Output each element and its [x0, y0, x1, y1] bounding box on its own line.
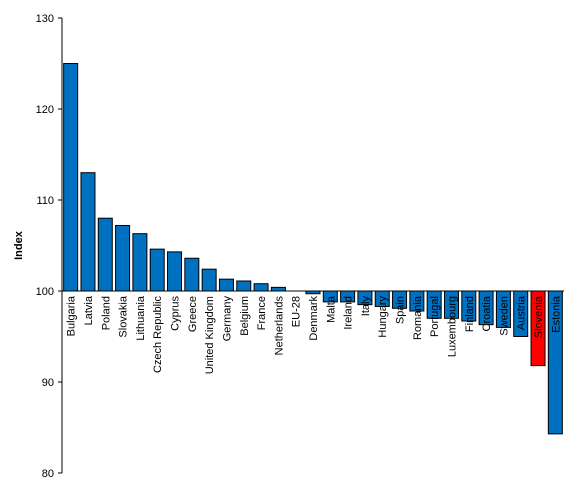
category-label: Luxembourg [446, 296, 458, 357]
bar-bulgaria [63, 63, 79, 292]
category-label: Cyprus [170, 296, 182, 331]
category-label: Latvia [83, 295, 95, 325]
category-label: Croatia [481, 295, 493, 331]
category-label: Belgium [239, 296, 251, 336]
bar-lithuania [132, 233, 148, 292]
category-label: Spain [395, 296, 407, 324]
category-label: Germany [221, 296, 233, 342]
bar-united-kingdom [201, 268, 217, 292]
category-label: France [256, 296, 268, 330]
category-label: Estonia [550, 295, 562, 333]
category-label: Portugal [429, 296, 441, 337]
category-label: Poland [100, 296, 112, 330]
bar-poland [97, 217, 113, 292]
category-label: EU-28 [291, 296, 303, 327]
y-tick-label: 90 [42, 377, 54, 389]
bar-latvia [80, 172, 96, 292]
bar-france [253, 283, 269, 292]
bar-germany [218, 278, 234, 292]
category-label: Slovakia [118, 295, 130, 337]
y-tick-label: 100 [36, 286, 54, 298]
y-tick-label: 130 [36, 13, 54, 25]
bar-greece [184, 257, 200, 292]
bar-cyprus [167, 251, 183, 292]
bar-belgium [236, 280, 252, 292]
category-labels: Bulgaria Latvia Poland Slovakia Lithuania Cze… [66, 295, 563, 374]
category-label: Netherlands [273, 296, 285, 356]
bar-slovakia [115, 224, 131, 292]
category-label: Lithuania [135, 295, 147, 341]
y-axis: 80 90 100 110 120 130 [36, 13, 63, 480]
category-label: Bulgaria [66, 295, 78, 336]
bars-group [62, 63, 564, 435]
y-axis-label: Index [13, 230, 25, 260]
category-label: Ireland [343, 296, 355, 330]
category-label: Sweden [498, 296, 510, 336]
category-label: Finland [464, 296, 476, 332]
category-label: Czech Republic [152, 296, 164, 374]
category-label: United Kingdom [204, 296, 216, 374]
category-label: Greece [187, 296, 199, 332]
y-tick-label: 120 [36, 104, 54, 116]
category-label: Hungary [377, 296, 389, 338]
bar-czech-republic [149, 248, 165, 292]
category-label: Romania [412, 295, 424, 340]
bar-netherlands [270, 286, 286, 292]
category-label: Italy [360, 296, 372, 317]
y-tick-label: 110 [36, 195, 54, 207]
y-tick-label: 80 [42, 468, 54, 480]
category-label: Malta [325, 295, 337, 323]
category-label: Denmark [308, 296, 320, 341]
category-label: Austria [516, 295, 528, 330]
category-label: Slovenia [533, 295, 545, 338]
